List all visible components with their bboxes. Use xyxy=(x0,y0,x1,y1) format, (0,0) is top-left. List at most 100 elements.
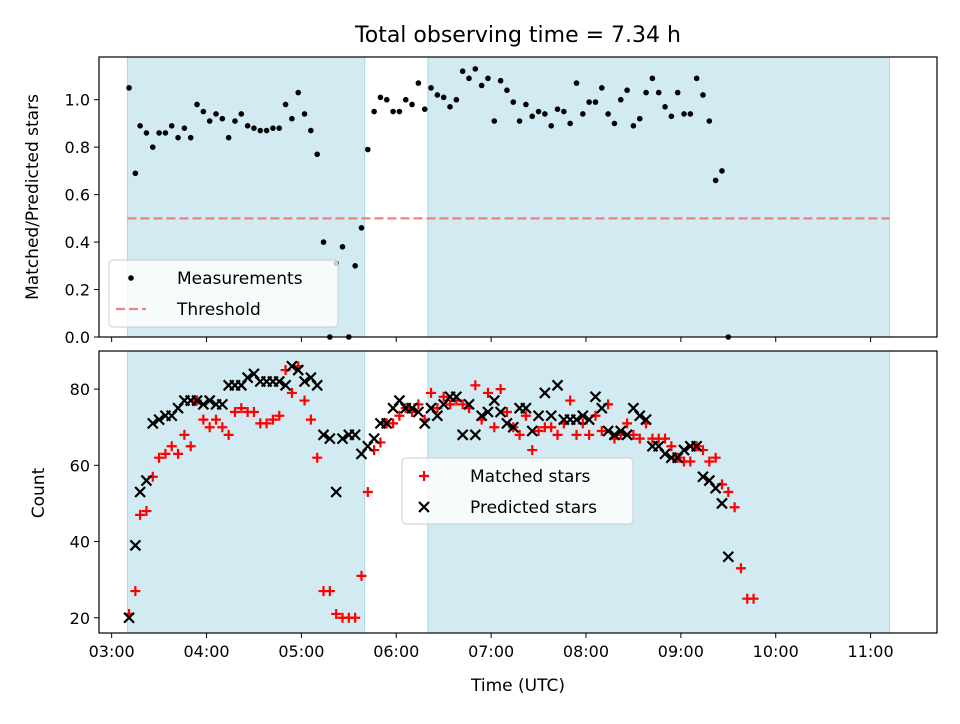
measurement-point xyxy=(390,108,396,115)
measurement-point xyxy=(396,108,403,115)
predicted-star-point xyxy=(203,394,216,407)
x-tick-label: 03:00 xyxy=(89,642,135,661)
predicted-star-point xyxy=(614,425,627,437)
predicted-star-point xyxy=(659,448,671,460)
matched-star-point xyxy=(723,487,734,497)
predicted-star-point xyxy=(494,406,507,418)
predicted-star-point xyxy=(412,406,425,418)
measurement-point xyxy=(510,99,517,105)
predicted-star-point xyxy=(216,398,229,411)
matched-star-point xyxy=(274,410,285,421)
measurement-point xyxy=(213,111,219,117)
measurement-point xyxy=(472,66,479,72)
measurement-point xyxy=(282,101,289,108)
measurement-point xyxy=(542,111,548,117)
legend-label: Threshold xyxy=(176,300,261,320)
predicted-star-point xyxy=(621,429,633,441)
matched-star-point xyxy=(735,563,746,574)
matched-star-point xyxy=(685,456,696,467)
predicted-star-point xyxy=(602,425,614,437)
predicted-star-point xyxy=(488,394,501,407)
measurement-point xyxy=(320,239,327,245)
matched-star-point xyxy=(229,406,240,417)
matched-star-point xyxy=(457,399,468,410)
top-y-tick-label: 0.8 xyxy=(65,138,90,157)
top-y-tick-label: 0.0 xyxy=(65,328,90,347)
measurement-point xyxy=(674,89,681,96)
measurement-point xyxy=(548,123,555,129)
measurement-point xyxy=(466,75,472,82)
top-y-tick-label: 0.4 xyxy=(65,233,90,252)
bottom-y-tick-label: 40 xyxy=(70,533,90,552)
bottom-y-tick-label: 60 xyxy=(70,456,90,475)
predicted-star-point xyxy=(336,432,349,445)
matched-star-point xyxy=(520,410,531,421)
measurement-point xyxy=(561,108,567,115)
matched-star-point xyxy=(135,509,146,520)
predicted-star-point xyxy=(709,482,722,494)
measurement-point xyxy=(478,82,485,89)
matched-star-point xyxy=(324,586,335,597)
predicted-star-point xyxy=(577,410,589,422)
matched-star-point xyxy=(267,414,278,425)
measurement-point xyxy=(308,127,314,134)
measurement-point xyxy=(187,134,194,141)
predicted-star-point xyxy=(317,429,330,441)
predicted-star-point xyxy=(330,486,342,498)
predicted-star-point xyxy=(722,551,735,563)
predicted-star-point xyxy=(197,398,210,411)
measurement-point xyxy=(143,130,150,136)
predicted-star-point xyxy=(589,390,602,403)
legend-box xyxy=(401,457,634,525)
bottom-plot-frame xyxy=(98,350,938,634)
predicted-star-point xyxy=(241,371,254,384)
matched-star-point xyxy=(729,502,740,513)
matched-star-point xyxy=(571,429,582,440)
matched-star-point xyxy=(501,406,512,417)
predicted-star-point xyxy=(286,360,298,373)
predicted-star-point xyxy=(123,611,135,624)
matched-star-point xyxy=(438,391,449,402)
top-legend: Measurements Threshold xyxy=(108,259,339,328)
legend-label: Measurements xyxy=(177,269,303,289)
matched-star-point xyxy=(748,593,759,604)
matched-star-point xyxy=(634,433,645,444)
measurement-point xyxy=(314,151,320,158)
predicted-star-point xyxy=(191,394,203,407)
predicted-star-point xyxy=(279,379,292,392)
matched-star-point xyxy=(394,410,405,421)
predicted-star-point xyxy=(456,429,469,441)
matched-star-point xyxy=(160,448,171,459)
predicted-star-point xyxy=(324,432,336,445)
predicted-star-point xyxy=(469,429,482,441)
matched-star-point xyxy=(527,445,538,456)
predicted-star-point xyxy=(292,364,305,376)
measurement-point xyxy=(630,123,637,129)
matched-star-point xyxy=(628,429,639,440)
matched-star-point xyxy=(565,395,576,406)
predicted-star-point xyxy=(482,406,494,418)
top-panel: 0.0 0.2 0.4 0.6 0.8 1.0 Measurements Threshold xyxy=(65,56,938,347)
measurement-point xyxy=(244,123,251,129)
measurement-point xyxy=(516,118,523,124)
top-plot-frame xyxy=(98,56,938,338)
legend-box xyxy=(108,259,339,328)
measurement-point xyxy=(497,77,504,84)
measurement-point xyxy=(149,144,156,150)
measurement-point xyxy=(599,85,605,91)
measurement-point xyxy=(668,113,675,120)
measurement-point xyxy=(712,177,719,184)
measurement-point xyxy=(219,115,226,122)
measurement-point xyxy=(352,263,358,269)
measurement-point xyxy=(383,96,390,103)
matched-star-point xyxy=(622,418,633,429)
matched-star-point xyxy=(514,429,525,440)
measurement-point xyxy=(617,96,624,103)
matched-star-point xyxy=(710,452,721,463)
measurement-point xyxy=(535,108,542,115)
matched-star-point xyxy=(470,380,481,391)
predicted-star-point xyxy=(349,429,361,441)
measurement-point xyxy=(592,99,599,105)
